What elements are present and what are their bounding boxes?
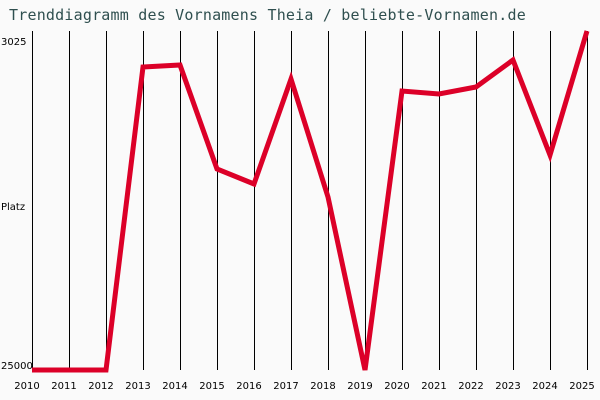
x-label-2015: 2015 <box>199 381 225 392</box>
x-label-2020: 2020 <box>384 381 410 392</box>
trend-line <box>32 30 590 373</box>
x-label-2018: 2018 <box>310 381 336 392</box>
y-axis-top-label: 3025 <box>1 37 27 48</box>
x-label-2021: 2021 <box>421 381 447 392</box>
y-axis-bottom-label: 25000 <box>1 361 33 372</box>
x-label-2016: 2016 <box>236 381 262 392</box>
x-label-2010: 2010 <box>14 381 40 392</box>
x-label-2019: 2019 <box>347 381 373 392</box>
chart-title: Trenddiagramm des Vornamens Theia / beli… <box>9 6 526 24</box>
x-label-2022: 2022 <box>458 381 484 392</box>
x-label-2023: 2023 <box>495 381 521 392</box>
x-label-2024: 2024 <box>532 381 558 392</box>
vertical-gridlines <box>32 31 588 370</box>
x-label-2011: 2011 <box>51 381 77 392</box>
x-label-2025: 2025 <box>569 381 595 392</box>
x-label-2014: 2014 <box>162 381 188 392</box>
y-axis-title: Platz <box>1 202 26 213</box>
x-label-2013: 2013 <box>125 381 151 392</box>
x-label-2017: 2017 <box>273 381 299 392</box>
x-label-2012: 2012 <box>88 381 114 392</box>
